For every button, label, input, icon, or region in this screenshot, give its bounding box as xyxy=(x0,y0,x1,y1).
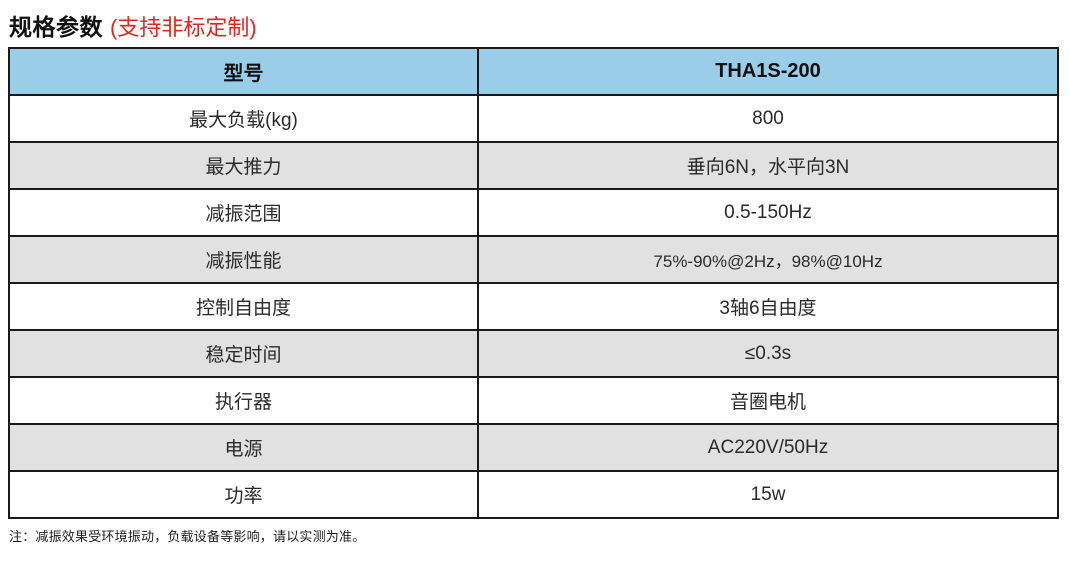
spec-label: 执行器 xyxy=(8,376,479,425)
header-cell-model: THA1S-200 xyxy=(477,47,1059,96)
spec-value: 垂向6N，水平向3N xyxy=(477,141,1059,190)
table-row: 控制自由度 3轴6自由度 xyxy=(8,282,1059,331)
page-title-annotation: (支持非标定制) xyxy=(110,15,257,40)
table-row: 执行器 音圈电机 xyxy=(8,376,1059,425)
table-row: 最大推力 垂向6N，水平向3N xyxy=(8,141,1059,190)
footnote: 注：减振效果受环境振动，负载设备等影响，请以实测为准。 xyxy=(9,529,366,544)
table-row: 减振性能 75%-90%@2Hz，98%@10Hz xyxy=(8,235,1059,284)
spec-table: 型号 THA1S-200 最大负载(kg) 800 最大推力 垂向6N，水平向3… xyxy=(8,47,1059,519)
table-row: 电源 AC220V/50Hz xyxy=(8,423,1059,472)
page-title: 规格参数 (支持非标定制) xyxy=(9,8,1060,40)
spec-label: 最大负载(kg) xyxy=(8,94,479,143)
spec-value: 0.5-150Hz xyxy=(477,188,1059,237)
table-row: 最大负载(kg) 800 xyxy=(8,94,1059,143)
spec-label: 电源 xyxy=(8,423,479,472)
spec-value: 3轴6自由度 xyxy=(477,282,1059,331)
page-title-main: 规格参数 xyxy=(9,14,103,40)
table-header-row: 型号 THA1S-200 xyxy=(8,47,1059,96)
spec-sheet-page: 规格参数 (支持非标定制) 型号 THA1S-200 最大负载(kg) 800 … xyxy=(8,8,1060,544)
spec-label: 最大推力 xyxy=(8,141,479,190)
spec-value: ≤0.3s xyxy=(477,329,1059,378)
header-cell-param: 型号 xyxy=(8,47,479,96)
table-row: 稳定时间 ≤0.3s xyxy=(8,329,1059,378)
spec-value: 75%-90%@2Hz，98%@10Hz xyxy=(477,235,1059,284)
spec-value: AC220V/50Hz xyxy=(477,423,1059,472)
spec-value: 音圈电机 xyxy=(477,376,1059,425)
spec-value: 800 xyxy=(477,94,1059,143)
spec-value: 15w xyxy=(477,470,1059,519)
spec-label: 减振范围 xyxy=(8,188,479,237)
spec-label: 稳定时间 xyxy=(8,329,479,378)
spec-label: 功率 xyxy=(8,470,479,519)
spec-label: 减振性能 xyxy=(8,235,479,284)
spec-label: 控制自由度 xyxy=(8,282,479,331)
table-row: 减振范围 0.5-150Hz xyxy=(8,188,1059,237)
table-row: 功率 15w xyxy=(8,470,1059,519)
